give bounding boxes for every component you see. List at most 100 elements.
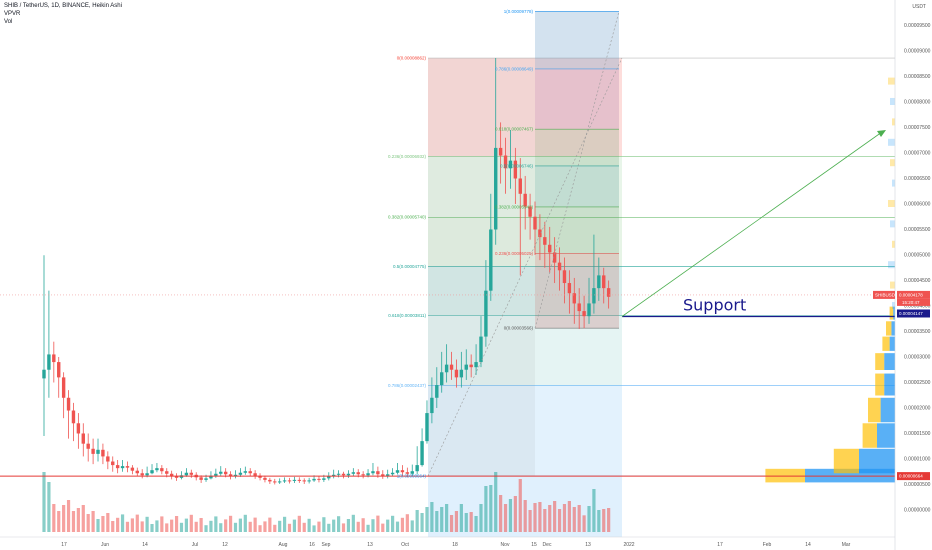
volume-bar	[332, 519, 336, 532]
volume-bar	[253, 517, 257, 532]
candle-body	[494, 147, 498, 230]
candle-body	[464, 364, 468, 370]
candle-body	[106, 456, 110, 462]
volume-bar	[597, 510, 601, 532]
candle-body	[76, 423, 81, 434]
volume-bar	[518, 479, 522, 532]
volume-bar	[572, 507, 576, 532]
candle-body	[243, 471, 248, 473]
volume-bar	[204, 525, 208, 532]
low-tag: 0.00000664	[899, 474, 923, 479]
fib-left-label: 0.5(0.00004775)	[393, 264, 427, 269]
y-tick-label: 0.00008000	[904, 99, 931, 105]
vp-bar-blue	[880, 397, 895, 423]
volume-bar	[312, 525, 316, 532]
volume-bar	[106, 513, 110, 532]
volume-bar	[130, 518, 134, 532]
vp-bar-yellow	[868, 397, 881, 423]
support-tag-bg	[897, 309, 930, 318]
volume-bar	[155, 520, 159, 532]
volume-bar	[111, 521, 115, 532]
volume-bar	[435, 511, 439, 532]
candle-body	[302, 480, 306, 482]
candle-body	[282, 480, 287, 482]
x-tick-label: 17	[717, 542, 723, 548]
candle-body	[602, 275, 606, 289]
vp-bar-blue	[877, 423, 895, 448]
y-tick-label: 0.00007500	[904, 125, 931, 131]
vp-bar-yellow	[833, 448, 859, 474]
volume-bar	[602, 509, 606, 532]
vp-bar-yellow	[889, 306, 894, 320]
candle-body	[111, 461, 115, 466]
candle-body	[140, 473, 144, 476]
volume-bar	[170, 519, 174, 532]
volume-bar	[297, 515, 301, 532]
volume-bar	[140, 521, 144, 532]
volume-bar	[179, 522, 184, 532]
indicator-vpvr[interactable]: VPVR	[4, 11, 21, 17]
volume-bar	[209, 520, 213, 532]
candle-body	[248, 471, 252, 474]
candle-body	[533, 216, 537, 230]
indicator-vol[interactable]: Vol	[4, 19, 13, 25]
x-tick-label: Mar	[842, 542, 851, 548]
price-tag: 0.00004178	[899, 292, 923, 297]
volume-bar	[562, 504, 567, 532]
x-tick-label: Nov	[501, 542, 510, 548]
fib-right-label: 0(0.00003566)	[504, 326, 534, 331]
candle-body	[209, 475, 213, 479]
volume-profile-layer	[765, 77, 895, 483]
volume-bar	[528, 510, 532, 532]
pair-tag: SHIBUSDT	[875, 292, 898, 297]
candle-body	[145, 473, 149, 476]
x-tick-label: 14	[142, 542, 148, 548]
volume-bar	[508, 499, 513, 532]
volume-bar	[71, 511, 76, 532]
vp-bar-thin	[892, 301, 895, 309]
volume-bar	[165, 523, 169, 532]
candle-body	[557, 262, 562, 271]
vp-bar-blue	[884, 353, 895, 371]
vp-bar-thin	[888, 77, 895, 85]
candle-body	[498, 147, 503, 156]
candle-body	[376, 471, 380, 475]
volume-bar	[341, 523, 346, 532]
candle-body	[361, 474, 365, 476]
vp-bar-thin	[892, 240, 895, 248]
x-tick-label: Oct	[401, 542, 409, 548]
volume-bar	[52, 504, 56, 532]
y-tick-label: 0.00003000	[904, 354, 931, 360]
candle-body	[169, 473, 174, 477]
volume-bar	[464, 513, 468, 532]
y-tick-label: 0.00005000	[904, 252, 931, 258]
fib-right-zone	[535, 68, 619, 130]
candle-body	[420, 441, 424, 466]
volume-bar	[607, 508, 611, 532]
candle-body	[130, 467, 135, 471]
candle-body	[327, 476, 331, 479]
timer-tag: 15:20:47	[902, 300, 920, 305]
volume-bar	[420, 513, 424, 532]
x-tick-label: 14	[805, 542, 811, 548]
x-tick-label: Feb	[763, 542, 772, 548]
volume-bar	[543, 509, 547, 532]
fib-left-label: 0.786(0.00002437)	[388, 383, 427, 388]
y-tick-label: 0.00001500	[904, 431, 931, 437]
price-unit-label: USDT	[912, 4, 926, 10]
y-tick-label: 0.00009000	[904, 48, 931, 54]
candle-body	[381, 474, 385, 476]
candle-body	[228, 474, 233, 477]
volume-bars-layer	[42, 472, 611, 532]
candle-body	[454, 369, 459, 378]
candle-body	[322, 478, 326, 480]
trend-arrow-line	[621, 131, 883, 317]
volume-bar	[582, 515, 586, 532]
candle-body	[71, 410, 76, 424]
volume-bar	[395, 521, 400, 532]
candle-body	[307, 480, 311, 482]
candle-body	[57, 362, 61, 378]
candle-body	[582, 311, 586, 317]
volume-bar	[184, 518, 188, 532]
